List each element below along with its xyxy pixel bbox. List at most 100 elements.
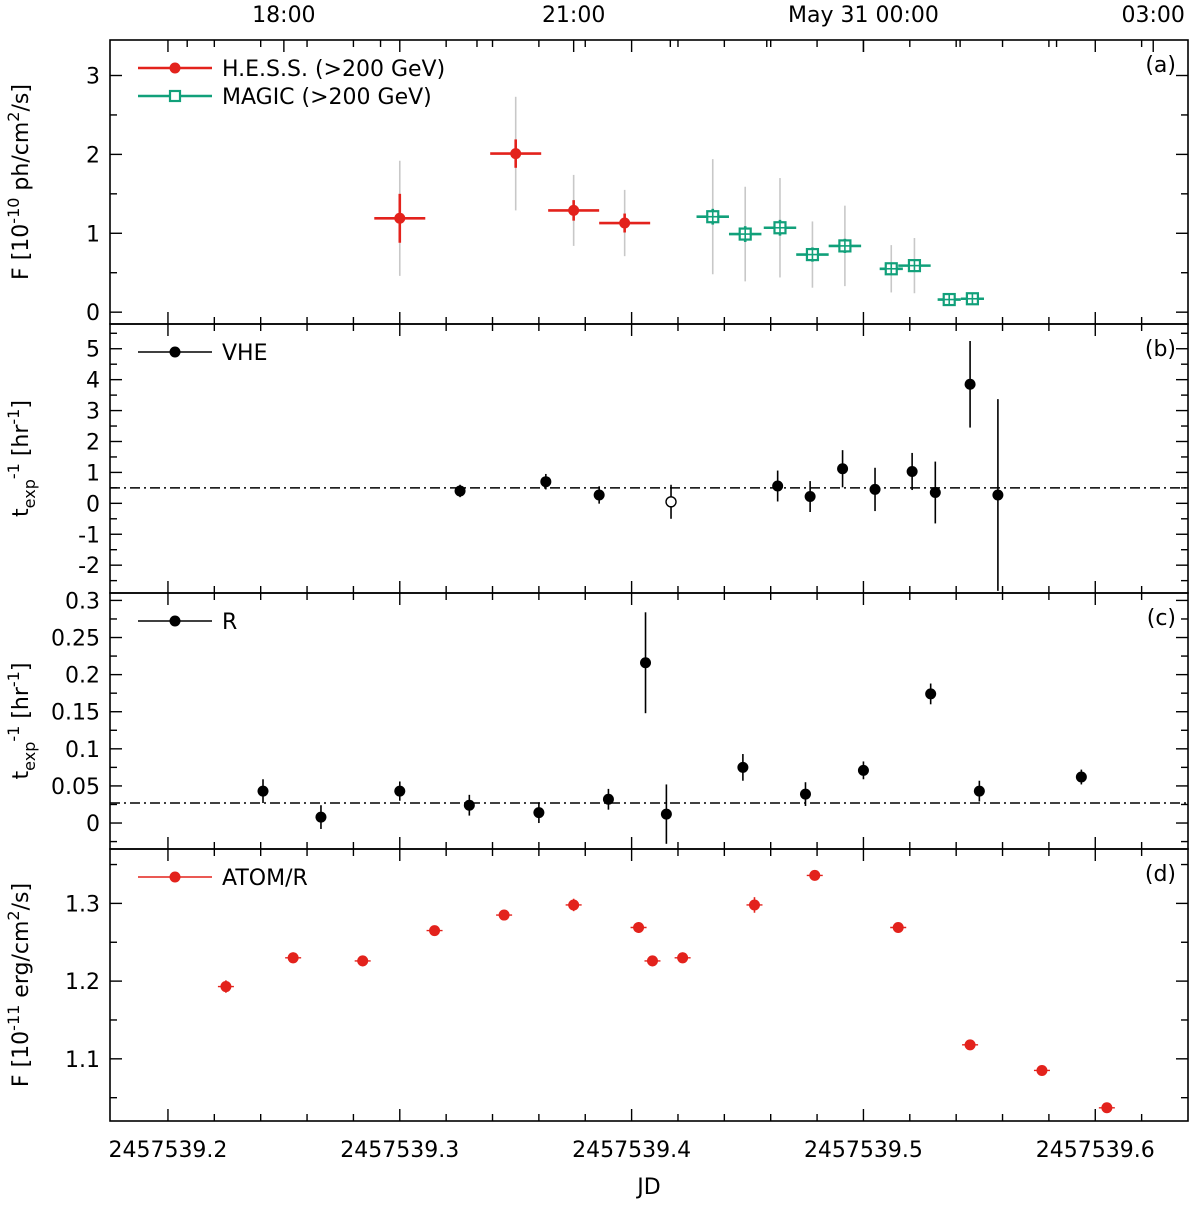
legend-entry: R <box>138 610 237 635</box>
data-point <box>533 807 545 819</box>
data-point <box>992 489 1004 501</box>
data-point <box>1075 771 1087 783</box>
data-point <box>220 981 232 993</box>
x-tick-label: 2457539.2 <box>108 1138 227 1163</box>
data-point <box>602 793 614 805</box>
y-tick-label: 1 <box>86 222 100 247</box>
legend-entry: MAGIC (>200 GeV) <box>138 85 432 110</box>
data-point <box>677 952 689 964</box>
legend-label: ATOM/R <box>222 866 308 891</box>
x-axis-label: JD <box>635 1175 660 1200</box>
y-label-part: t <box>9 508 34 517</box>
y-tick-label: 0.1 <box>65 738 100 763</box>
y-label-part: 2 <box>4 112 23 122</box>
y-tick-label: -2 <box>78 554 100 579</box>
y-label-part: [hr <box>9 686 34 726</box>
y-label-part: F [10 <box>9 224 34 280</box>
panel-label: (b) <box>1145 337 1176 362</box>
y-tick-label: 0.3 <box>65 589 100 614</box>
top-time-axis: 18:00 21:00 May 31 00:00 03:00 <box>186 3 1185 52</box>
data-point <box>540 476 552 488</box>
y-tick-label: 1.1 <box>65 1048 100 1073</box>
series-h.e.s.s. <box>374 96 651 276</box>
data-point <box>964 378 976 390</box>
panel-frame <box>109 848 1189 1122</box>
series-atom/r <box>217 869 1115 1114</box>
y-tick-label: 0.25 <box>51 627 100 652</box>
y-tick-label: 0.15 <box>51 701 100 726</box>
y-axis-label: F [10-11 erg/cm2/s] <box>4 883 34 1087</box>
y-tick-label: 5 <box>86 338 100 363</box>
y-label-part: -11 <box>4 1005 23 1031</box>
y-tick-label: 1.2 <box>65 970 100 995</box>
series-r <box>257 612 1087 844</box>
panel-frame <box>109 323 1189 594</box>
panel-frame <box>109 592 1189 850</box>
y-tick-label: 0.2 <box>65 664 100 689</box>
y-label-part: exp <box>20 479 39 508</box>
y-label-part: -1 <box>4 409 23 425</box>
data-point <box>892 921 904 933</box>
data-point <box>287 952 299 964</box>
y-tick-label: 2 <box>86 143 100 168</box>
panel-a: 0 1 2 3 F [10-10 ph/cm2/s] (a) H.E.S.S. (>200 … <box>4 39 1189 326</box>
data-point <box>869 483 881 495</box>
panel-frame <box>109 39 1189 325</box>
y-tick-label: 4 <box>86 369 100 394</box>
data-point <box>429 925 441 937</box>
data-point <box>857 764 869 776</box>
y-label-part: t <box>9 770 34 779</box>
panel-label: (a) <box>1145 53 1176 78</box>
legend-marker <box>169 346 181 358</box>
data-point <box>1036 1064 1048 1076</box>
data-point <box>593 489 605 501</box>
data-point <box>394 212 406 224</box>
y-label-part: -10 <box>4 198 23 224</box>
data-point <box>660 808 672 820</box>
legend-label: MAGIC (>200 GeV) <box>222 85 432 110</box>
y-tick-label: 3 <box>86 65 100 90</box>
data-point <box>454 485 466 497</box>
legend-marker <box>169 62 181 74</box>
data-point <box>498 909 510 921</box>
legend-marker <box>168 89 182 103</box>
data-point <box>1101 1102 1113 1114</box>
y-label-part: -1 <box>4 671 23 687</box>
y-tick-label: 1.3 <box>65 892 100 917</box>
data-point <box>906 465 918 477</box>
y-axis-label: texp-1 [hr-1] <box>4 663 39 780</box>
legend-label: H.E.S.S. (>200 GeV) <box>222 57 445 82</box>
y-tick-label: 0 <box>86 301 100 326</box>
data-point <box>964 1039 976 1051</box>
y-axis-label: F [10-10 ph/cm2/s] <box>4 84 34 280</box>
x-tick-label: 2457539.5 <box>804 1138 923 1163</box>
y-label-part: exp <box>20 742 39 771</box>
data-point-open <box>665 496 677 508</box>
top-tick-label-0: 18:00 <box>252 3 315 28</box>
y-label-part: 2 <box>4 910 23 920</box>
y-axis-label: texp-1 [hr-1] <box>4 400 39 517</box>
x-tick-label: 2457539.3 <box>340 1138 459 1163</box>
panel-label: (d) <box>1145 862 1176 887</box>
data-point <box>925 688 937 700</box>
y-label-part: [hr <box>9 424 34 464</box>
legend-entry: H.E.S.S. (>200 GeV) <box>138 57 445 82</box>
data-point <box>973 785 985 797</box>
y-label-part: /s] <box>9 84 34 111</box>
data-point <box>799 788 811 800</box>
data-point <box>315 811 327 823</box>
top-tick-label-2: May 31 00:00 <box>788 3 939 28</box>
y-label-part: /s] <box>9 883 34 910</box>
y-tick-label: -1 <box>78 523 100 548</box>
data-point <box>568 899 580 911</box>
data-point <box>568 204 580 216</box>
x-tick-label: 2457539.4 <box>572 1138 691 1163</box>
legend-marker <box>169 871 181 883</box>
panel-d: 1.1 1.2 1.3 F [10-11 erg/cm2/s] (d) ATOM/R <box>4 848 1189 1122</box>
data-point <box>809 869 821 881</box>
legend-label: VHE <box>222 341 268 366</box>
y-label-part: ] <box>9 400 34 409</box>
